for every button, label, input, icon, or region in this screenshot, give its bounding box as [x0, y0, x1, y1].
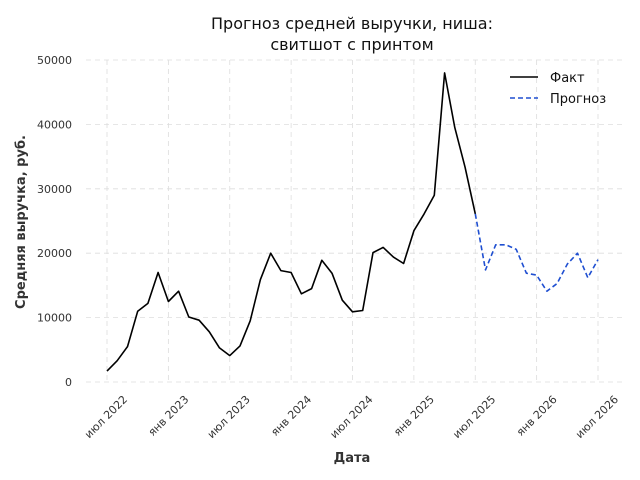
x-tick-label: июл 2023: [205, 393, 253, 441]
x-tick-label: янв 2025: [391, 393, 437, 439]
series-lines: [106, 72, 599, 372]
y-tick-label: 40000: [37, 118, 72, 131]
y-tick-label: 20000: [37, 247, 72, 260]
y-axis-label: Средняя выручка, руб.: [14, 135, 29, 309]
x-tick-label: июл 2025: [450, 393, 498, 441]
x-tick-label: янв 2024: [268, 393, 314, 439]
y-tick-label: 50000: [37, 54, 72, 67]
x-axis-label: Дата: [334, 451, 371, 466]
legend: Факт Прогноз: [510, 71, 606, 107]
chart-title-line-1: Прогноз средней выручки, ниша:: [211, 14, 493, 33]
series-line-fact: [106, 72, 477, 372]
y-tick-label: 30000: [37, 183, 72, 196]
x-tick-label: июл 2026: [573, 393, 621, 441]
grid-lines: [86, 59, 624, 383]
x-axis-ticks: июл 2022 янв 2023 июл 2023 янв 2024 июл 2024…: [82, 393, 621, 441]
y-tick-label: 0: [65, 376, 72, 389]
x-tick-label: июл 2022: [82, 393, 130, 441]
series-line-forecast: [474, 213, 599, 293]
y-axis-ticks: 0 10000 20000 30000 40000 50000: [37, 54, 72, 389]
x-tick-label: июл 2024: [328, 393, 376, 441]
legend-label-fact: Факт: [550, 71, 585, 86]
x-tick-label: янв 2026: [514, 393, 560, 439]
x-tick-label: янв 2023: [146, 393, 192, 439]
y-tick-label: 10000: [37, 312, 72, 325]
chart-title-line-2: свитшот с принтом: [270, 35, 433, 54]
legend-label-forecast: Прогноз: [550, 92, 606, 107]
